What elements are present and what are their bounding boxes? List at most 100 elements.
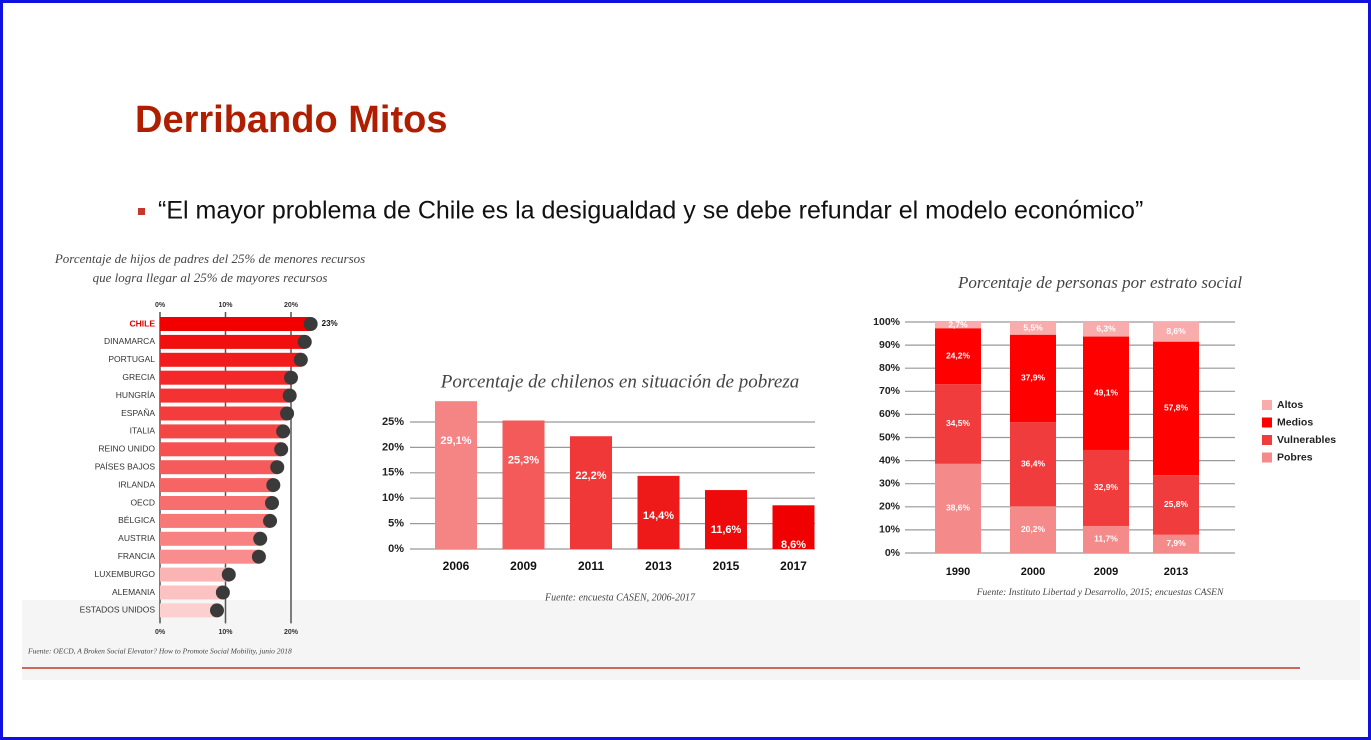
x-tick-label: 2017 <box>780 559 807 573</box>
bar <box>637 475 680 549</box>
bar <box>160 317 311 331</box>
bar-segment <box>935 463 981 553</box>
x-tick-label: 2009 <box>1094 566 1118 578</box>
category-label: ALEMANIA <box>112 587 155 597</box>
chart-title: que logra llegar al 25% de mayores recur… <box>93 270 328 285</box>
category-label: HUNGRÍA <box>116 390 156 400</box>
bar <box>160 388 290 403</box>
bar-dot <box>253 531 268 546</box>
bar-segment <box>1083 336 1129 450</box>
y-tick-label: 20% <box>382 441 404 453</box>
bar-dot <box>282 388 297 403</box>
legend-swatch <box>1262 417 1272 428</box>
bar-segment <box>1153 534 1199 553</box>
x-tick-label: 2013 <box>645 559 672 573</box>
x-tick-label: 1990 <box>946 566 970 578</box>
y-tick-label: 30% <box>879 477 901 489</box>
category-label: REINO UNIDO <box>98 444 155 454</box>
x-tick-label: 2015 <box>713 559 740 573</box>
bar <box>160 334 305 349</box>
bar-segment <box>935 328 981 385</box>
category-label: PAÍSES BAJOS <box>95 461 156 471</box>
value-label: 34,5% <box>946 418 971 428</box>
bar-segment <box>1083 322 1129 337</box>
value-label: 5,5% <box>1023 323 1043 333</box>
x-tick-label: 2000 <box>1021 566 1045 578</box>
value-label: 22,2% <box>575 470 606 482</box>
value-label: 7,9% <box>1166 538 1186 548</box>
y-tick-label: 90% <box>879 339 901 351</box>
bar-dot <box>270 460 285 475</box>
bar-dot <box>293 352 308 367</box>
bar <box>570 436 612 549</box>
bar <box>502 420 545 549</box>
value-label: 29,1% <box>440 435 471 447</box>
bar-segment <box>1010 422 1056 507</box>
bar <box>160 460 278 475</box>
bar-segment <box>1010 506 1056 553</box>
x-tick-label: 20% <box>284 629 299 636</box>
x-tick-label: 10% <box>218 302 233 309</box>
y-tick-label: 0% <box>885 547 901 559</box>
bar <box>160 406 288 421</box>
category-label: CHILE <box>130 318 156 328</box>
legend-swatch <box>1262 435 1272 445</box>
y-tick-label: 60% <box>879 408 901 420</box>
bar-segment <box>1010 334 1056 423</box>
bar <box>160 549 259 564</box>
category-label: IRLANDA <box>118 479 155 489</box>
bar-segment <box>935 322 981 329</box>
value-label: 57,8% <box>1164 403 1189 413</box>
value-label: 25,3% <box>508 454 539 466</box>
bar-dot <box>263 513 278 528</box>
bullet-marker <box>138 208 145 215</box>
value-label: 20,2% <box>1021 524 1046 534</box>
category-label: PORTUGAL <box>108 354 155 364</box>
bar <box>705 490 747 549</box>
bar-dot <box>209 603 224 618</box>
chart-source: Fuente: encuesta CASEN, 2006-2017 <box>544 592 696 603</box>
value-label: 37,9% <box>1021 373 1046 383</box>
category-label: BÉLGICA <box>118 515 155 525</box>
value-label: 2,7% <box>948 319 968 329</box>
bar <box>160 496 273 510</box>
bar-segment <box>935 384 981 464</box>
x-tick-label: 20% <box>284 302 299 309</box>
x-tick-label: 2011 <box>578 559 604 573</box>
x-tick-label: 2006 <box>443 559 470 573</box>
bar-dot <box>251 549 266 564</box>
bar-dot <box>266 478 281 493</box>
y-tick-label: 80% <box>879 362 901 374</box>
bar-dot <box>280 406 295 421</box>
bar-dot <box>276 424 291 439</box>
bullet-text: “El mayor problema de Chile es la desigu… <box>158 197 1143 225</box>
bar <box>772 505 815 549</box>
bar-dot <box>297 334 312 349</box>
bar-dot <box>215 585 230 600</box>
value-label: 24,2% <box>946 350 971 360</box>
x-tick-label: 10% <box>218 629 233 636</box>
y-tick-label: 0% <box>388 543 404 555</box>
bar-segment <box>1153 341 1199 476</box>
bar <box>160 585 223 600</box>
x-tick-label: 0% <box>155 302 166 309</box>
bar-segment <box>1153 475 1199 535</box>
category-label: AUSTRIA <box>118 533 155 543</box>
y-tick-label: 10% <box>879 524 901 536</box>
bar <box>435 401 477 549</box>
value-label: 6,3% <box>1096 324 1116 334</box>
bottom-band <box>22 600 1360 680</box>
legend-label: Pobres <box>1277 451 1313 463</box>
value-label: 25,8% <box>1164 499 1189 509</box>
value-label: 11,6% <box>711 524 742 536</box>
y-tick-label: 50% <box>879 431 901 443</box>
bar <box>160 603 217 618</box>
bar-dot <box>274 442 289 457</box>
value-label: 23% <box>322 319 338 328</box>
value-label: 36,4% <box>1021 459 1046 469</box>
bar-segment <box>1083 525 1129 553</box>
y-tick-label: 25% <box>382 416 404 428</box>
y-tick-label: 5% <box>388 518 404 530</box>
chart-title: Porcentaje de hijos de padres del 25% de… <box>54 251 365 266</box>
